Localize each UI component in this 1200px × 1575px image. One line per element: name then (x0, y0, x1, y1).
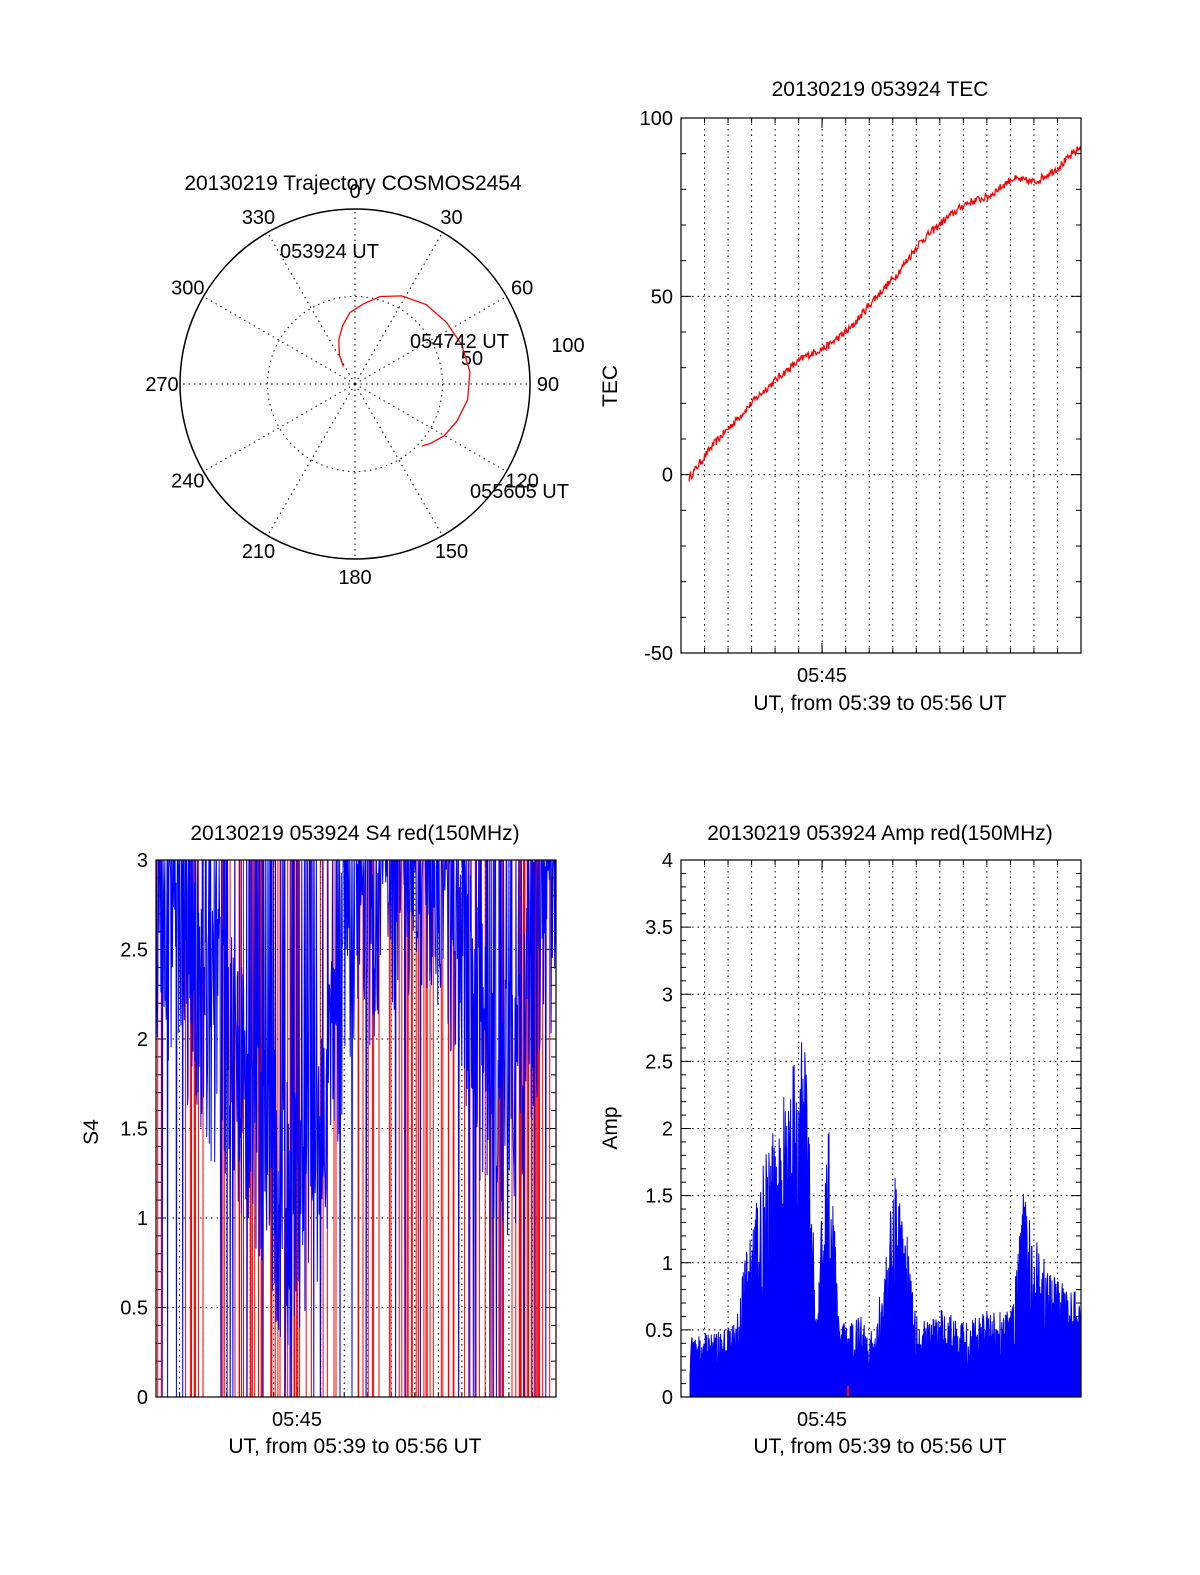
tec-x-axis-label: UT, from 05:39 to 05:56 UT (753, 692, 1006, 715)
s4-chart: 20130219 053924 S4 red(150MHz) 0 0.5 1 1.5 2… (80, 822, 557, 1458)
s4-x-axis-label: UT, from 05:39 to 05:56 UT (228, 1435, 481, 1458)
polar-angle-label: 300 (171, 278, 204, 300)
polar-angle-label: 30 (440, 207, 462, 229)
amp-plot-frame (680, 859, 1082, 1398)
y-tick-label: 0 (137, 1387, 148, 1409)
tec-chart: 20130219 053924 TEC -50 0 50 100 05:45 UT, … (599, 78, 1082, 715)
y-tick-label: 1.5 (120, 1119, 148, 1141)
amp-y-axis-label: Amp (599, 1106, 622, 1149)
s4-blue-line (155, 859, 557, 1398)
tec-y-ticks: -50 0 50 100 (640, 108, 673, 665)
tec-series-line (688, 146, 1082, 482)
y-tick-label: 3.5 (645, 917, 673, 939)
y-tick-label: 2.5 (645, 1051, 673, 1073)
y-tick-label: 0 (662, 465, 673, 487)
y-tick-label: 2.5 (120, 940, 148, 962)
y-tick-label: -50 (644, 643, 673, 665)
polar-spoke (354, 383, 443, 536)
s4-plot-frame (155, 859, 557, 1398)
polar-angle-label: 150 (435, 541, 468, 563)
s4-title: 20130219 053924 S4 red(150MHz) (190, 822, 519, 845)
amp-y-ticks: 0 0.5 1 1.5 2 2.5 3 3.5 4 (645, 850, 673, 1409)
polar-angle-label: 330 (242, 207, 275, 229)
y-tick-label: 50 (651, 286, 673, 308)
amp-title: 20130219 053924 Amp red(150MHz) (707, 822, 1053, 845)
polar-angle-label: 270 (145, 374, 178, 396)
y-tick-label: 3 (662, 984, 673, 1006)
polar-radial-label-100: 100 (551, 335, 584, 357)
trajectory-end-label: 055605 UT (470, 481, 569, 503)
polar-spoke (354, 383, 507, 472)
s4-series-blue (155, 859, 557, 1398)
y-tick-label: 0 (662, 1387, 673, 1409)
y-tick-label: 2 (662, 1119, 673, 1141)
polar-angle-label: 120 (505, 471, 538, 493)
y-tick-label: 1 (137, 1208, 148, 1230)
trajectory-path (338, 295, 471, 447)
polar-angle-label: 240 (171, 471, 204, 493)
tec-x-tick-label: 05:45 (797, 665, 847, 687)
s4-y-axis-label: S4 (80, 1119, 103, 1145)
trajectory-start-label: 053924 UT (280, 241, 379, 263)
trajectory-title: 20130219 Trajectory COSMOS2454 (184, 172, 522, 195)
y-tick-label: 0.5 (120, 1298, 148, 1320)
polar-spoke (267, 383, 356, 536)
y-tick-label: 3 (137, 850, 148, 872)
polar-angle-label: 180 (338, 567, 371, 589)
y-tick-label: 1 (662, 1253, 673, 1275)
s4-y-ticks: 0 0.5 1 1.5 2 2.5 3 (120, 850, 148, 1409)
tec-y-axis-label: TEC (599, 365, 622, 407)
y-tick-label: 4 (662, 850, 673, 872)
tec-plot-frame (680, 117, 1082, 654)
polar-spoke (203, 383, 356, 472)
polar-radial-label-50: 50 (461, 348, 483, 370)
amp-x-axis-label: UT, from 05:39 to 05:56 UT (753, 1435, 1006, 1458)
polar-angle-label: 90 (537, 374, 559, 396)
trajectory-mid-label: 054742 UT (410, 331, 509, 353)
polar-angle-label: 60 (511, 278, 533, 300)
polar-outer-ring (179, 208, 531, 560)
tec-grid (681, 117, 1081, 654)
y-tick-label: 2 (137, 1029, 148, 1051)
polar-inner-ring (267, 296, 443, 472)
y-tick-label: 1.5 (645, 1186, 673, 1208)
y-tick-label: 100 (640, 108, 673, 130)
polar-angle-labels: 0 30 60 90 120 150 180 210 240 270 300 330 (145, 181, 559, 589)
amp-series-fill (689, 1042, 1082, 1398)
tec-title: 20130219 053924 TEC (772, 78, 989, 101)
trajectory-polar-chart: 20130219 Trajectory COSMOS2454 0 30 60 90 12… (145, 172, 584, 589)
polar-angle-label: 0 (349, 181, 360, 203)
amp-chart: 20130219 053924 Amp red(150MHz) 0 0.5 1 1.5… (599, 822, 1082, 1458)
amp-x-tick-label: 05:45 (797, 1409, 847, 1431)
y-tick-label: 0.5 (645, 1320, 673, 1342)
polar-angle-label: 210 (242, 541, 275, 563)
s4-x-tick-label: 05:45 (272, 1409, 322, 1431)
